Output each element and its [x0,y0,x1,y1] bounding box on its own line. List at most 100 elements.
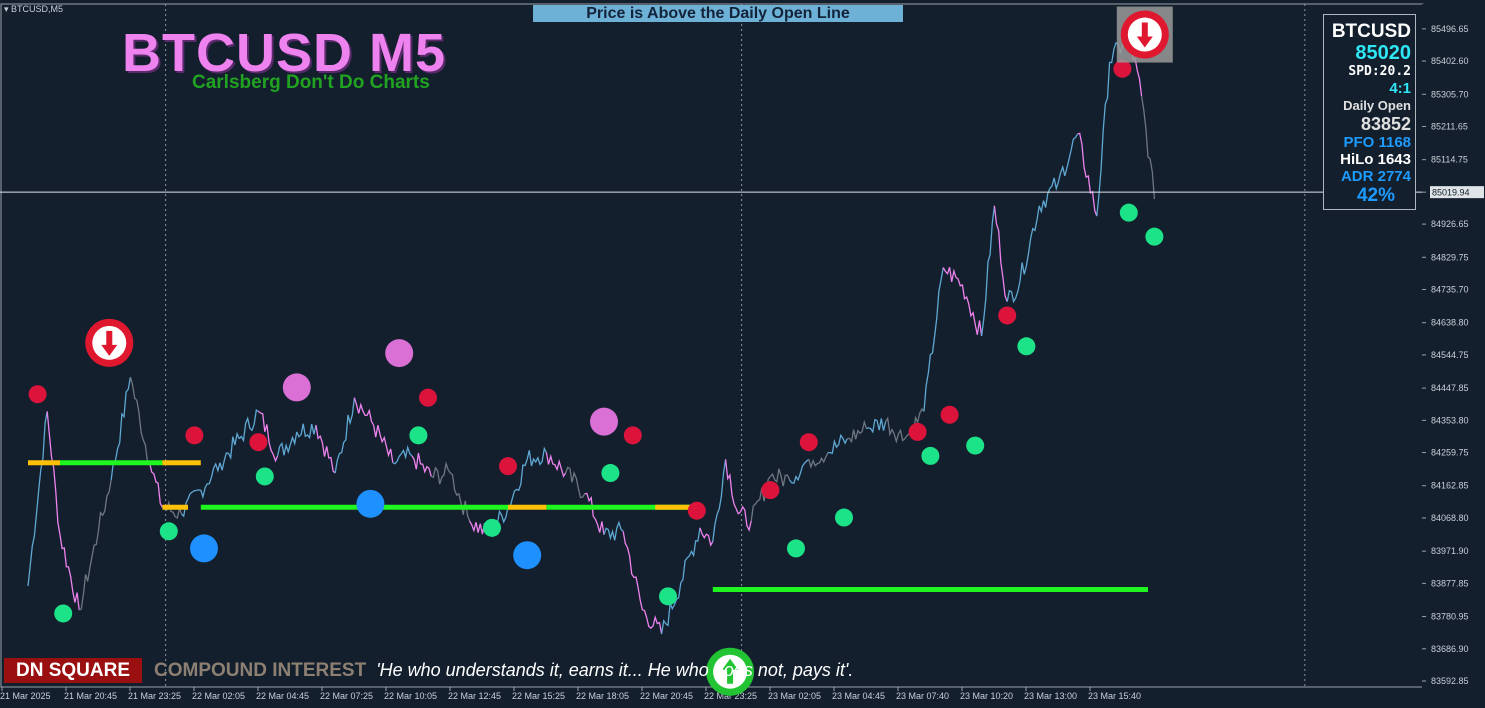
price-segment [78,531,100,611]
price-tick-label: 85114.75 [1431,155,1468,165]
major-high-dot [590,407,618,436]
status-banner: Price is Above the Daily Open Line [533,5,903,22]
price-segment [59,534,80,611]
swing-low-dot [409,426,428,445]
time-tick-label: 23 Mar 10:20 [960,691,1013,701]
swing-low-dot [835,508,853,527]
price-tick-label: 84447.85 [1431,383,1469,393]
price-segment [526,446,547,467]
footer-badge: DN SQUARE [4,658,143,683]
swing-high-dot [940,405,959,424]
price-segment [660,582,682,635]
price-segment [353,397,375,426]
time-tick-label: 21 Mar 2025 [0,691,51,701]
swing-high-dot [998,306,1017,325]
price-segment [1019,205,1040,282]
price-segment [827,433,848,455]
price-segment [866,418,887,434]
time-tick-label: 22 Mar 12:45 [448,691,501,701]
price-tick-label: 84926.65 [1431,219,1469,229]
swing-high-dot [761,481,780,500]
price-segment [737,505,752,533]
major-high-dot [282,373,311,402]
info-daily-open-label: Daily Open [1343,98,1411,113]
price-tick-label: 85305.70 [1431,89,1469,99]
price-tick-label: 84544.75 [1431,350,1469,360]
info-adr: ADR 2774 [1340,168,1411,185]
swing-low-dot [921,446,940,465]
price-segment [545,452,567,478]
swing-low-dot [483,518,501,537]
swing-low-dot [601,464,620,483]
price-segment [238,409,259,443]
chart-subtitle: Carlsberg Don't Do Charts [192,72,430,93]
price-segment [315,424,336,474]
price-segment [712,459,727,542]
price-segment [507,459,528,508]
swing-high-dot [799,433,818,452]
price-tick-label: 84353.80 [1431,415,1469,425]
footer-strip: DN SQUARE COMPOUND INTEREST 'He who unde… [4,658,853,683]
price-tick-label: 84259.75 [1431,448,1469,458]
price-segment [622,531,644,611]
price-tick-label: 84638.80 [1431,318,1469,328]
price-segment [97,479,112,532]
major-low-dot [190,534,218,563]
price-segment [27,411,48,587]
time-tick-label: 23 Mar 13:00 [1024,691,1077,701]
price-segment [430,461,451,485]
price-segment [584,492,605,535]
price-segment [603,520,624,541]
time-tick-label: 23 Mar 15:40 [1088,691,1141,701]
price-segment [942,267,963,287]
price-segment [789,458,810,484]
time-tick-label: 22 Mar 02:05 [192,691,245,701]
price-tick-label: 83592.85 [1431,676,1469,686]
price-tick-label: 84829.75 [1431,252,1469,262]
swing-high-dot [499,457,517,476]
swing-low-dot [1017,337,1036,356]
swing-high-dot [28,385,47,404]
price-tick-label: 85496.65 [1431,24,1469,34]
price-tick-label: 85211.65 [1431,121,1468,131]
time-tick-label: 22 Mar 04:45 [256,691,309,701]
swing-low-dot [966,436,985,455]
price-segment [392,444,413,465]
footer-label: COMPOUND INTEREST [154,659,367,681]
time-tick-label: 21 Mar 20:45 [64,691,117,701]
info-panel: BTCUSD 85020 SPD:20.2 4:1 Daily Open 838… [1323,14,1416,210]
price-segment [200,462,221,500]
info-hilo: HiLo 1643 [1340,151,1411,168]
time-tick-label: 22 Mar 18:05 [576,691,629,701]
price-segment [1038,177,1060,214]
swing-high-dot [687,501,706,520]
footer-quote: 'He who understands it, earns it... He w… [376,660,854,680]
price-segment [808,452,829,470]
time-tick-label: 23 Mar 02:05 [768,691,821,701]
price-segment [1057,133,1079,183]
major-low-dot [513,541,542,570]
price-segment [564,466,586,499]
info-symbol: BTCUSD [1331,21,1411,42]
price-segment [885,416,906,444]
swing-low-dot [787,539,805,558]
price-segment [980,205,996,337]
price-segment [642,609,663,635]
swing-high-dot [419,388,437,407]
price-tick-label: 84735.70 [1431,285,1469,295]
price-segment [680,527,701,583]
price-segment [923,267,944,412]
price-tick-label: 83780.95 [1431,612,1469,622]
price-segment [411,452,432,477]
swing-high-dot [249,433,268,452]
price-segment [1096,61,1111,217]
current-price-label: 85019.94 [1432,188,1470,198]
swing-low-dot [1119,203,1138,222]
symbol-tag: ▾ BTCUSD,M5 [4,4,64,14]
price-segment [847,419,868,444]
time-tick-label: 22 Mar 07:25 [320,691,373,701]
price-segment [129,376,150,464]
price-tick-label: 83971.90 [1431,546,1469,556]
price-segment [296,423,317,440]
price-segment [219,431,240,471]
